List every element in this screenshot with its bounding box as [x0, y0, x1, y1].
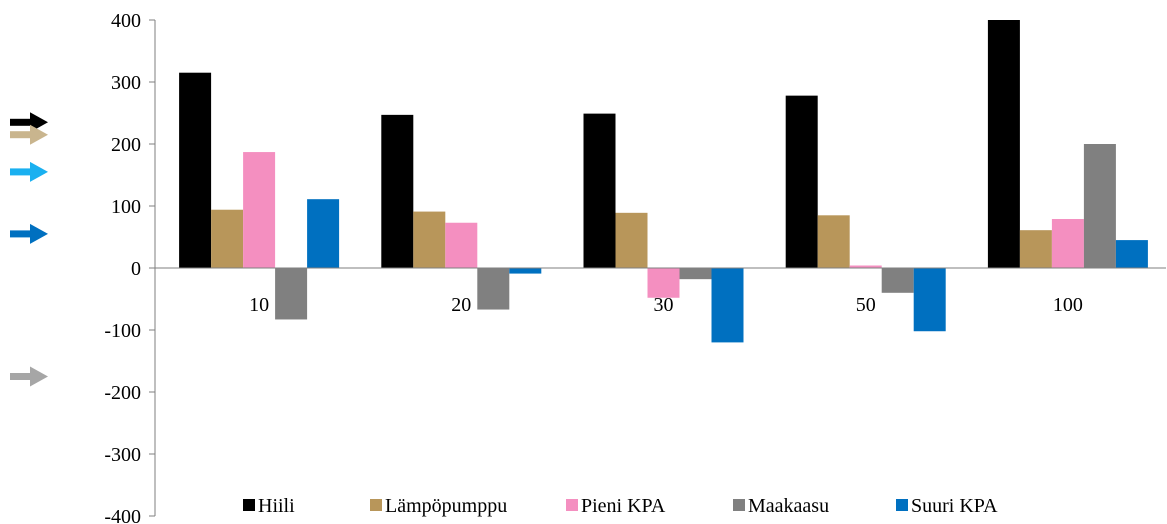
bar-hiili-100 — [987, 20, 1020, 268]
bar-suuri-kpa-100 — [1115, 240, 1148, 268]
bar-hiili-10 — [179, 72, 212, 268]
legend-swatch — [733, 499, 745, 511]
category-label: 30 — [654, 294, 674, 316]
legend-label: Pieni KPA — [581, 495, 666, 517]
bar-l-mp-pumppu-100 — [1019, 230, 1052, 268]
bar-suuri-kpa-30 — [711, 268, 744, 343]
bar-suuri-kpa-50 — [913, 268, 946, 332]
y-tick-label: 400 — [111, 10, 141, 32]
bar-l-mp-pumppu-20 — [413, 211, 446, 268]
category-label: 50 — [856, 294, 876, 316]
bar-maakaasu-30 — [679, 268, 712, 280]
bar-l-mp-pumppu-10 — [211, 209, 244, 268]
black-arrow-icon — [10, 112, 48, 133]
y-tick-label: 100 — [111, 196, 141, 218]
y-axis: 400 300 200 100 0 -100 -200 -300 -400 — [104, 10, 156, 524]
bar-l-mp-pumppu-30 — [615, 212, 648, 268]
legend-label: Hiili — [258, 495, 295, 517]
bar-hiili-20 — [381, 114, 414, 268]
y-tick-label: -300 — [104, 444, 141, 466]
bar-maakaasu-100 — [1083, 144, 1116, 268]
y-tick-label: -400 — [104, 506, 141, 524]
bar-pieni-kpa-20 — [445, 222, 478, 268]
bar-maakaasu-20 — [477, 268, 510, 310]
bar-pieni-kpa-100 — [1051, 219, 1084, 268]
bars — [179, 20, 1148, 343]
blue-arrow-icon — [10, 223, 48, 244]
bar-pieni-kpa-50 — [849, 265, 882, 268]
legend: Hiili Lämpöpumppu Pieni KPA Maakaasu Suuri K… — [243, 495, 998, 517]
bar-l-mp-pumppu-50 — [817, 215, 850, 268]
y-tick-label: -200 — [104, 382, 141, 404]
y-tick-label: 200 — [111, 134, 141, 156]
gray-arrow-icon — [10, 366, 48, 387]
y-tick-label: -100 — [104, 320, 141, 342]
legend-swatch — [896, 499, 908, 511]
side-arrow-markers — [10, 112, 48, 387]
bar-suuri-kpa-20 — [509, 268, 542, 274]
bar-hiili-30 — [583, 113, 616, 269]
bar-pieni-kpa-10 — [243, 152, 276, 268]
category-label: 100 — [1053, 294, 1083, 316]
legend-swatch — [566, 499, 578, 511]
legend-label: Maakaasu — [748, 495, 829, 517]
category-label: 20 — [451, 294, 471, 316]
category-label: 10 — [249, 294, 269, 316]
light-blue-arrow-icon — [10, 161, 48, 182]
legend-label: Lämpöpumppu — [385, 495, 507, 517]
bar-maakaasu-50 — [881, 268, 914, 293]
tan-arrow-icon — [10, 124, 48, 145]
category-labels: 10 20 30 50 100 — [249, 294, 1083, 316]
legend-label: Suuri KPA — [911, 495, 998, 517]
legend-swatch — [370, 499, 382, 511]
bar-pieni-kpa-30 — [647, 268, 680, 298]
bar-maakaasu-10 — [275, 268, 308, 320]
y-tick-label: 0 — [131, 258, 141, 280]
legend-swatch — [243, 499, 255, 511]
bar-suuri-kpa-10 — [307, 199, 340, 268]
bar-hiili-50 — [785, 95, 818, 268]
y-tick-label: 300 — [111, 72, 141, 94]
